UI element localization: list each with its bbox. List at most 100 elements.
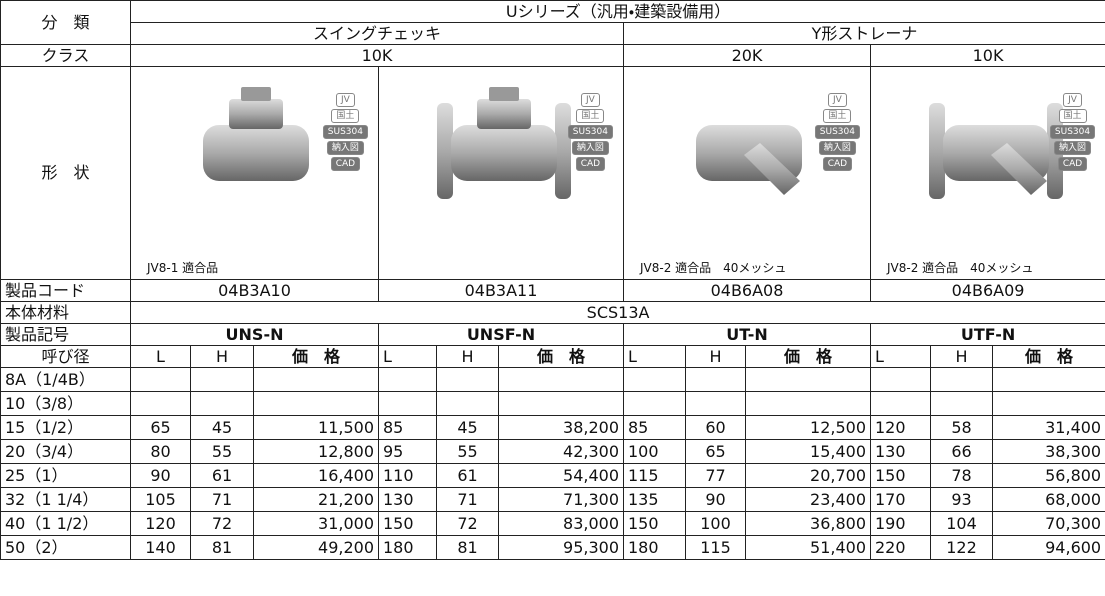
column-header: L	[870, 345, 931, 368]
column-header: 価 格	[745, 345, 871, 368]
shape-label: 形 状	[0, 66, 131, 280]
tag: CAD	[575, 157, 606, 171]
dimension: 72	[436, 511, 499, 536]
dimension	[378, 367, 437, 392]
dimension	[685, 367, 746, 392]
size: 8A（1/4B）	[0, 367, 131, 392]
column-header: H	[190, 345, 254, 368]
dimension: 58	[930, 415, 993, 440]
price: 31,400	[991, 415, 1105, 440]
price: 56,800	[991, 463, 1105, 488]
dimension	[378, 391, 437, 416]
tags: JV 国土 SUS304 納入図 CAD	[322, 93, 368, 171]
product-model: UNS-N	[130, 323, 379, 346]
dimension: 71	[436, 487, 499, 512]
price	[991, 367, 1105, 392]
price	[991, 391, 1105, 416]
size: 40（1 1/2）	[0, 511, 131, 536]
price	[253, 391, 379, 416]
dimension	[130, 367, 191, 392]
dimension: 72	[190, 511, 254, 536]
dimension	[623, 391, 686, 416]
rect	[489, 87, 519, 101]
column-header: 価 格	[991, 345, 1105, 368]
dimension: 78	[930, 463, 993, 488]
rect	[203, 125, 309, 181]
price	[498, 391, 624, 416]
tag: CAD	[822, 157, 853, 171]
price: 49,200	[253, 535, 379, 560]
product-photo	[696, 125, 802, 195]
dimension: 180	[378, 535, 437, 560]
class-label: クラス	[0, 44, 131, 67]
price: 95,300	[498, 535, 624, 560]
dimension: 220	[870, 535, 931, 560]
dimension: 95	[378, 439, 437, 464]
dimension: 61	[436, 463, 499, 488]
table-body: 分 類 Uシリーズ（汎用・建築設備用） スイングチェッキ Y形ストレーナ クラス 10…	[0, 0, 1105, 560]
tr: 製品記号 UNS-N UNSF-N UT-N UTF-N	[0, 323, 1105, 346]
price	[745, 391, 871, 416]
material: SCS13A	[129, 301, 1105, 324]
category-label: 分 類	[0, 0, 131, 45]
dimension	[436, 367, 499, 392]
spec-table: 分 類 Uシリーズ（汎用・建築設備用） スイングチェッキ Y形ストレーナ クラス 10…	[0, 0, 1105, 560]
column-header: H	[930, 345, 993, 368]
shape-box: JV 国土 SUS304 納入図 CAD	[380, 68, 623, 279]
dimension: 100	[685, 511, 746, 536]
tag: 国土	[331, 109, 360, 123]
tag: JV	[580, 93, 600, 107]
dimension: 90	[130, 463, 191, 488]
data-row: 25（1） 90 61 16,400 110 61 54,400 115 77 20,700 150…	[0, 463, 1105, 488]
dimension	[870, 391, 931, 416]
dimension	[623, 367, 686, 392]
price: 83,000	[498, 511, 624, 536]
price: 38,300	[991, 439, 1105, 464]
dimension	[685, 391, 746, 416]
tag: JV	[1063, 93, 1082, 107]
dimension	[930, 391, 993, 416]
tag: 納入図	[1054, 141, 1092, 155]
shape-cell: JV 国土 SUS304 納入図 CAD JV8-1 適合品	[130, 66, 379, 280]
dimension: 120	[870, 415, 931, 440]
price: 12,800	[253, 439, 379, 464]
product-code: 04B6A08	[623, 279, 871, 302]
dimension: 65	[685, 439, 746, 464]
tag: 納入図	[818, 141, 856, 155]
price: 16,400	[253, 463, 379, 488]
dimension: 122	[930, 535, 993, 560]
size: 20（3/4）	[0, 439, 131, 464]
tag: 国土	[576, 109, 605, 123]
rect	[555, 103, 571, 199]
dimension: 120	[130, 511, 191, 536]
dimension: 100	[623, 439, 686, 464]
tag: SUS304	[322, 125, 368, 139]
tr: スイングチェッキ Y形ストレーナ	[1, 22, 1105, 45]
dimension: 45	[190, 415, 254, 440]
tag: 納入図	[571, 141, 609, 155]
dimension: 55	[190, 439, 254, 464]
size: 50（2）	[0, 535, 131, 560]
tag: SUS304	[1049, 125, 1096, 139]
dimension	[930, 367, 993, 392]
dimension: 150	[623, 511, 686, 536]
price: 21,200	[253, 487, 379, 512]
rect	[437, 103, 453, 199]
dimension: 105	[130, 487, 191, 512]
code-label: 製品コード	[0, 279, 131, 302]
dimension: 85	[623, 415, 686, 440]
rect	[241, 87, 271, 101]
price: 94,600	[991, 535, 1105, 560]
product-model: UTF-N	[869, 323, 1105, 346]
price: 36,800	[745, 511, 871, 536]
dimension: 65	[130, 415, 191, 440]
rect	[451, 125, 557, 181]
price: 20,700	[745, 463, 871, 488]
price: 54,400	[498, 463, 624, 488]
price	[498, 367, 624, 392]
shape-cell: JV 国土 SUS304 納入図 CAD JV8-2 適合品 40メッシュ	[869, 66, 1105, 280]
price: 23,400	[745, 487, 871, 512]
tag: 納入図	[326, 141, 364, 155]
polygon	[744, 143, 800, 195]
